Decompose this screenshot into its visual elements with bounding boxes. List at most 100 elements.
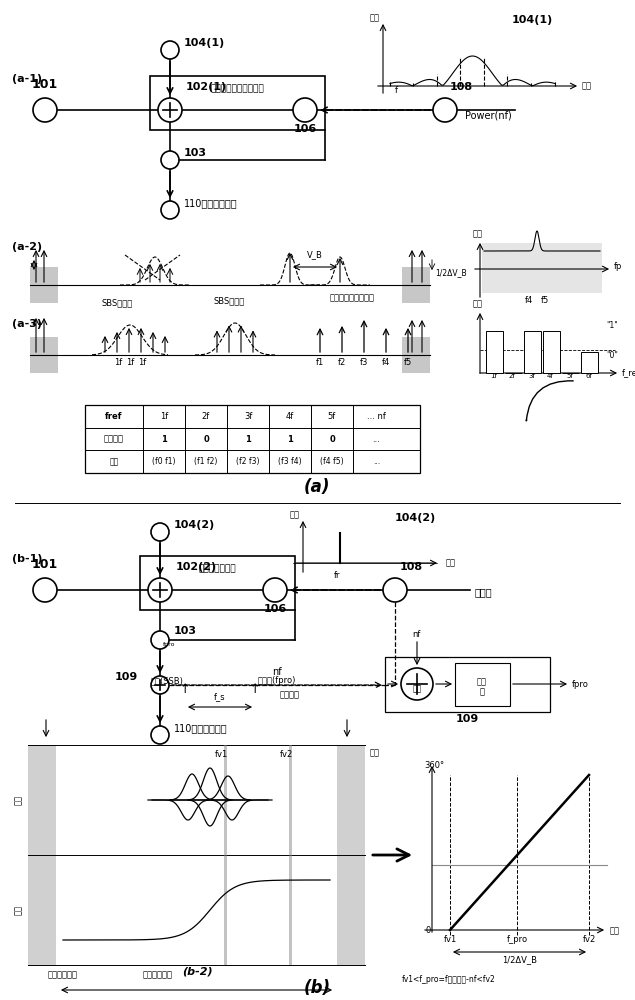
Text: 109: 109 bbox=[115, 672, 138, 682]
Text: SBS损耗谱: SBS损耗谱 bbox=[102, 298, 133, 307]
Circle shape bbox=[148, 578, 172, 602]
Text: 混频: 混频 bbox=[412, 684, 422, 694]
Bar bbox=[337, 745, 365, 965]
Text: f_s: f_s bbox=[214, 692, 226, 701]
Bar bbox=[543, 331, 560, 373]
Circle shape bbox=[33, 578, 57, 602]
Text: (b): (b) bbox=[304, 979, 331, 997]
Text: （不平衡双边带调制）: （不平衡双边带调制） bbox=[211, 84, 264, 93]
Text: 1f: 1f bbox=[160, 412, 168, 421]
Text: 6f: 6f bbox=[585, 373, 592, 379]
Text: f2: f2 bbox=[338, 358, 346, 367]
Bar bbox=[224, 745, 227, 965]
Text: "1": "1" bbox=[606, 321, 618, 330]
Text: 108: 108 bbox=[450, 82, 473, 92]
Text: fref: fref bbox=[105, 412, 123, 421]
Circle shape bbox=[151, 523, 169, 541]
Text: 5f: 5f bbox=[328, 412, 336, 421]
Text: fpro: fpro bbox=[163, 642, 175, 647]
Text: 波长: 波长 bbox=[370, 748, 380, 757]
Circle shape bbox=[383, 578, 407, 602]
Text: 功率: 功率 bbox=[473, 299, 483, 308]
Text: fv1<f_pro=f探测信号-nf<fv2: fv1<f_pro=f探测信号-nf<fv2 bbox=[402, 975, 496, 984]
Circle shape bbox=[263, 578, 287, 602]
Text: fv2: fv2 bbox=[582, 935, 596, 944]
Text: 相移: 相移 bbox=[14, 905, 23, 915]
Circle shape bbox=[151, 726, 169, 744]
Text: ↑: ↑ bbox=[180, 683, 190, 696]
Text: SBS增益谱: SBS增益谱 bbox=[213, 296, 244, 305]
Text: (f2 f3): (f2 f3) bbox=[236, 457, 260, 466]
Text: 360°: 360° bbox=[424, 761, 444, 770]
Text: fv1: fv1 bbox=[443, 935, 457, 944]
Text: 1: 1 bbox=[161, 434, 167, 444]
Text: 0: 0 bbox=[329, 434, 335, 444]
Text: (f1 f2): (f1 f2) bbox=[194, 457, 218, 466]
Bar bbox=[85, 405, 420, 473]
Text: ... nf: ... nf bbox=[367, 412, 386, 421]
Bar bbox=[402, 337, 430, 373]
Text: ...: ... bbox=[373, 434, 380, 444]
Text: (a-1): (a-1) bbox=[12, 74, 42, 84]
Text: 幅度: 幅度 bbox=[14, 795, 23, 805]
Text: 104(2): 104(2) bbox=[395, 513, 436, 523]
Text: 1/2ΔV_B: 1/2ΔV_B bbox=[502, 955, 537, 964]
Text: f4: f4 bbox=[382, 358, 391, 367]
Text: （单边带调制）: （单边带调制） bbox=[199, 564, 236, 573]
Text: 1: 1 bbox=[287, 434, 293, 444]
Text: 滤波
器: 滤波 器 bbox=[477, 677, 487, 697]
Circle shape bbox=[161, 151, 179, 169]
Text: 2f: 2f bbox=[202, 412, 210, 421]
Text: 5f: 5f bbox=[566, 373, 573, 379]
Text: 泵浦光(fpro): 泵浦光(fpro) bbox=[258, 676, 296, 685]
Text: 109: 109 bbox=[455, 714, 479, 724]
Text: 104(1): 104(1) bbox=[184, 38, 225, 48]
Text: (a-3): (a-3) bbox=[12, 319, 42, 329]
Text: 频率: 频率 bbox=[610, 926, 620, 935]
Text: 1f: 1f bbox=[114, 358, 123, 367]
Circle shape bbox=[433, 98, 457, 122]
Text: 频率: 频率 bbox=[582, 81, 592, 90]
Circle shape bbox=[293, 98, 317, 122]
Text: "0": "0" bbox=[606, 351, 618, 360]
Text: f1: f1 bbox=[316, 358, 324, 367]
Text: 1f: 1f bbox=[126, 358, 134, 367]
Text: 106: 106 bbox=[264, 604, 286, 614]
Text: ...: ... bbox=[373, 457, 380, 466]
Text: 幅度: 幅度 bbox=[290, 510, 300, 519]
Text: f5: f5 bbox=[541, 296, 549, 305]
Circle shape bbox=[401, 668, 433, 700]
Text: fv2: fv2 bbox=[279, 750, 293, 759]
Text: f4: f4 bbox=[525, 296, 533, 305]
Bar bbox=[289, 745, 292, 965]
Text: 泵浦光（探测信号）: 泵浦光（探测信号） bbox=[330, 293, 375, 302]
Text: 信号(SSB): 信号(SSB) bbox=[150, 676, 184, 685]
Text: V_B: V_B bbox=[307, 250, 323, 259]
Circle shape bbox=[33, 98, 57, 122]
Text: Power(nf): Power(nf) bbox=[465, 110, 512, 120]
Text: ↑: ↑ bbox=[250, 683, 260, 696]
Text: 102(1): 102(1) bbox=[186, 82, 227, 92]
Bar bbox=[402, 267, 430, 303]
Bar bbox=[581, 352, 598, 373]
Bar bbox=[524, 331, 541, 373]
Text: f_ref: f_ref bbox=[622, 368, 635, 377]
Text: 探测信号: 探测信号 bbox=[280, 690, 300, 699]
Text: (a): (a) bbox=[304, 478, 330, 496]
Text: 110（探测信号）: 110（探测信号） bbox=[184, 198, 237, 208]
Text: 最化功率: 最化功率 bbox=[104, 434, 124, 444]
Text: (b-1): (b-1) bbox=[12, 554, 43, 564]
Text: 103: 103 bbox=[174, 626, 197, 636]
Text: nf: nf bbox=[272, 667, 282, 677]
Text: 3f: 3f bbox=[244, 412, 252, 421]
Text: 110（探测信号）: 110（探测信号） bbox=[174, 723, 227, 733]
Text: 4f: 4f bbox=[547, 373, 554, 379]
Text: 1/2ΔV_B: 1/2ΔV_B bbox=[435, 268, 467, 277]
Text: 104(2): 104(2) bbox=[174, 520, 215, 530]
Text: 1: 1 bbox=[245, 434, 251, 444]
Bar bbox=[385, 657, 550, 712]
Text: (a-2): (a-2) bbox=[12, 242, 42, 252]
Text: f5: f5 bbox=[404, 358, 412, 367]
Bar bbox=[150, 76, 325, 130]
Text: (b-2): (b-2) bbox=[182, 967, 212, 977]
